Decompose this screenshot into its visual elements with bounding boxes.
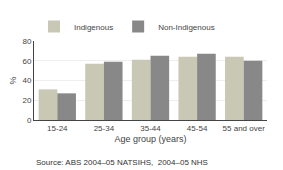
svg-text:Source: ABS 2004–05 NATSIHS,: Source: ABS 2004–05 NATSIHS, 2004–05 NHS [36, 158, 208, 167]
svg-text:60: 60 [22, 57, 31, 66]
svg-text:Age group (years): Age group (years) [114, 134, 186, 144]
svg-text:20: 20 [22, 96, 31, 105]
svg-text:40: 40 [22, 76, 31, 85]
svg-text:25-34: 25-34 [94, 124, 115, 133]
svg-text:%: % [8, 76, 18, 84]
svg-text:Indigenous: Indigenous [74, 23, 113, 32]
svg-text:35-44: 35-44 [140, 124, 161, 133]
svg-text:80: 80 [22, 37, 31, 46]
svg-text:0: 0 [27, 116, 32, 125]
svg-text:55 and over: 55 and over [223, 124, 266, 133]
svg-text:Non-Indigenous: Non-Indigenous [158, 23, 214, 32]
svg-text:45-54: 45-54 [187, 124, 208, 133]
svg-text:15-24: 15-24 [47, 124, 68, 133]
